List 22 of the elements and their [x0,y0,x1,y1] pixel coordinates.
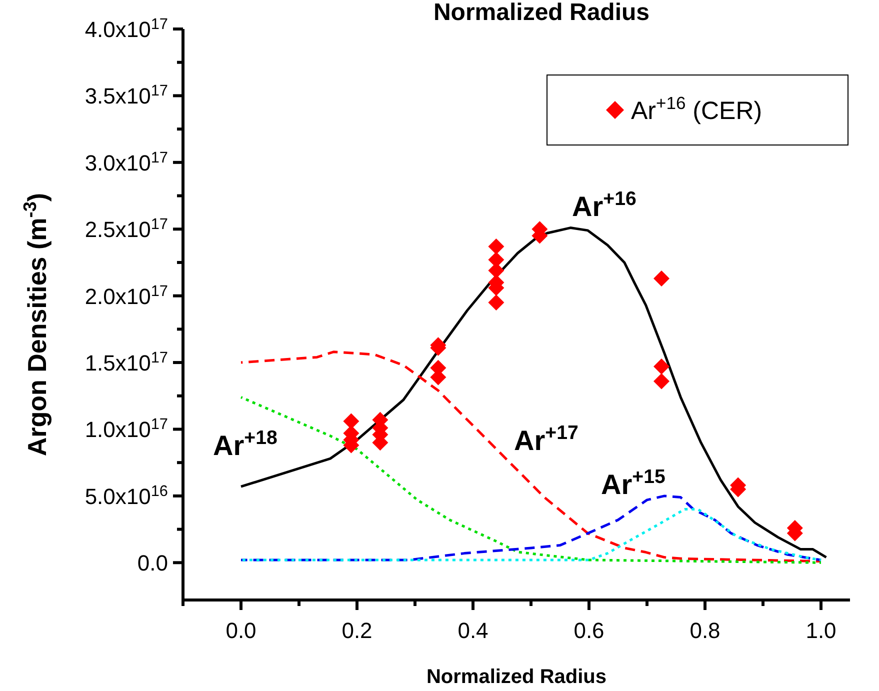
x-tick-label: 0.4 [458,618,488,643]
annotation: Ar$^{+16}$ [572,188,636,222]
x-tick-label: 0.8 [690,618,720,643]
y-tick-label: 1.5x10$^{17}$ [84,349,168,376]
annotation: Ar$^{+15}$ [601,466,666,500]
y-tick-label: 1.0x10$^{17}$ [84,416,168,442]
y-tick-label: 5.0x10$^{16}$ [84,482,168,509]
y-tick-label: 3.5x10$^{17}$ [84,82,168,109]
x-tick-label: 1.0 [806,618,836,643]
annotation: Ar$^{+18}$ [213,427,278,461]
y-tick-label: 2.0x10$^{17}$ [84,282,168,309]
legend-label: Ar$^{+16}$ (CER) [631,93,762,125]
y-tick-label: 0.0 [137,550,168,576]
y-tick-label: 3.0x10$^{17}$ [84,148,168,176]
annotation: Ar$^{+17}$ [514,422,578,456]
y-tick-label: 2.5x10$^{17}$ [84,216,168,242]
x-tick-label: 0.0 [226,618,256,643]
x-tick-label: 0.6 [574,618,604,643]
x-axis-title: Normalized Radius [426,666,607,688]
x-tick-label: 0.2 [342,618,372,643]
chart-title: Normalized Radius [433,0,650,26]
y-tick-label: 4.0x10$^{17}$ [84,16,168,42]
